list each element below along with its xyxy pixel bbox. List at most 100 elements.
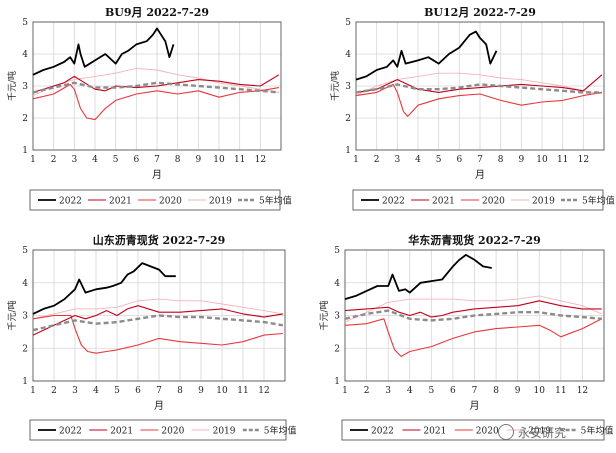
chart-1-legend-label-2019: 2019 [209,197,232,207]
chart-1-series-2020-line [32,83,279,121]
chart-3-x-tick-label: 1 [30,386,36,396]
chart-1-x-tick-label: 3 [71,155,77,165]
chart-4-legend-label-2022: 2022 [371,427,394,437]
chart-1-x-tick-label: 12 [255,155,266,165]
chart-2-x-axis-label: 月 [475,169,485,181]
chart-2-legend-label-2019: 2019 [532,197,555,207]
chart-2-series-2022-line [355,30,498,81]
chart-3-x-axis-label: 月 [154,400,164,412]
chart-4-x-tick-label: 4 [407,386,413,396]
chart-4-x-tick-label: 10 [534,386,546,396]
chart-2-legend-label-2021: 2021 [432,197,455,207]
chart-2-x-tick-label: 11 [557,155,568,165]
chart-2-x-tick-label: 6 [456,155,462,165]
chart-1-legend-label-avg: 5年均值 [259,195,292,207]
chart-1-series-2021-line [32,74,280,93]
chart-3-legend-label-avg: 5年均值 [264,425,297,437]
chart-2-plot-frame [355,21,605,151]
chart-2-x-tick-label: 4 [415,155,421,165]
chart-4-x-tick-label: 1 [342,386,348,396]
chart-2-y-tick-label: 3 [345,82,351,92]
chart-3-series-2022-line [32,262,176,315]
chart-3-y-tick-label: 3 [22,312,28,322]
chart-1-series-avg-line [32,81,280,94]
chart-2-series-2021-line [355,74,603,93]
chart-4-y-tick-label: 5 [334,246,340,256]
chart-3-series-avg-line [32,314,284,332]
chart-3-legend-label-2021: 2021 [110,427,133,437]
chart-2-x-tick-label: 9 [518,155,524,165]
chart-4-title: 华东沥青现货 2022-7-29 [408,233,541,247]
chart-2-series-2020-line [355,83,602,117]
chart-4-x-axis-label: 月 [470,400,480,412]
chart-2-legend-label-2020: 2020 [482,197,505,207]
chart-1-x-tick-label: 2 [51,155,57,165]
chart-1-x-tick-label: 4 [92,155,98,165]
chart-1-legend-label-2022: 2022 [59,197,82,207]
chart-1-y-tick-label: 2 [22,114,28,124]
chart-3-y-tick-label: 2 [22,344,28,354]
chart-1-x-tick-label: 5 [113,155,119,165]
chart-1-y-tick-label: 5 [22,18,28,28]
chart-1-legend-label-2020: 2020 [159,197,182,207]
chart-4-legend-label-2021: 2021 [423,427,446,437]
chart-2-x-tick-label: 8 [498,155,504,165]
chart-3-series-2019-line [32,298,283,320]
chart-3-legend-label-2020: 2020 [161,427,184,437]
chart-2-y-tick-label: 2 [345,114,351,124]
chart-4-x-tick-label: 11 [555,386,566,396]
chart-2-x-tick-label: 2 [374,155,380,165]
chart-3-y-tick-label: 1 [22,377,28,387]
chart-2-y-tick-label: 4 [345,50,351,60]
chart-1-title: BU9月 2022-7-29 [105,6,209,19]
chart-4-series-2021-line [344,300,602,318]
chart-4-y-tick-label: 4 [334,279,340,289]
chart-1-y-tick-label: 3 [22,82,28,92]
chart-3-x-tick-label: 5 [114,386,120,396]
chart-4-legend-label-avg: 5年均值 [581,425,614,437]
chart-2-series-avg-line [355,83,602,94]
chart-1-x-tick-label: 11 [234,155,245,165]
chart-3-x-tick-label: 10 [216,386,228,396]
chart-3-y-tick-label: 4 [22,279,28,289]
chart-4-series-2020-line [344,318,603,357]
chart-1-legend-label-2021: 2021 [109,197,132,207]
chart-3-x-tick-label: 11 [237,386,248,396]
chart-3-title: 山东沥青现货 2022-7-29 [93,233,226,247]
chart-3-plot-frame [32,249,286,382]
chart-4-y-axis-label: 千元/吨 [318,300,330,330]
chart-4-x-tick-label: 8 [493,386,499,396]
chart-1-y-axis-label: 千元/吨 [6,71,18,101]
chart-2-x-tick-label: 10 [536,155,548,165]
chart-4-series-2019-line [344,295,602,323]
chart-4-y-tick-label: 3 [334,312,340,322]
chart-3-x-tick-label: 12 [258,386,269,396]
chart-1-x-axis-label: 月 [152,169,162,181]
chart-3-x-tick-label: 3 [72,386,78,396]
chart-2-x-tick-label: 7 [477,155,483,165]
chart-3-x-tick-label: 4 [93,386,99,396]
chart-1-series-2022-line [32,27,175,76]
chart-2-x-tick-label: 1 [353,155,359,165]
chart-3-y-tick-label: 5 [22,246,28,256]
chart-3-y-axis-label: 千元/吨 [6,300,18,330]
chart-2-legend-label-avg: 5年均值 [582,195,615,207]
chart-4-legend-label-2020: 2020 [476,427,499,437]
chart-2-x-tick-label: 3 [394,155,400,165]
chart-2-y-tick-label: 1 [345,146,351,156]
chart-3-x-tick-label: 7 [156,386,162,396]
chart-1-x-tick-label: 7 [154,155,160,165]
chart-1-y-tick-label: 1 [22,146,28,156]
chart-3-x-tick-label: 2 [51,386,57,396]
chart-2-title: BU12月 2022-7-29 [424,6,536,19]
chart-2-y-axis-label: 千元/吨 [329,71,341,101]
chart-4-plot-frame [344,249,605,382]
chart-4-x-tick-label: 5 [428,386,434,396]
chart-4-x-tick-label: 6 [450,386,456,396]
chart-1-y-tick-label: 4 [22,50,28,60]
chart-1-series-2019-line [32,67,279,97]
chart-4-x-tick-label: 3 [385,386,391,396]
chart-3-legend-label-2019: 2019 [213,427,236,437]
